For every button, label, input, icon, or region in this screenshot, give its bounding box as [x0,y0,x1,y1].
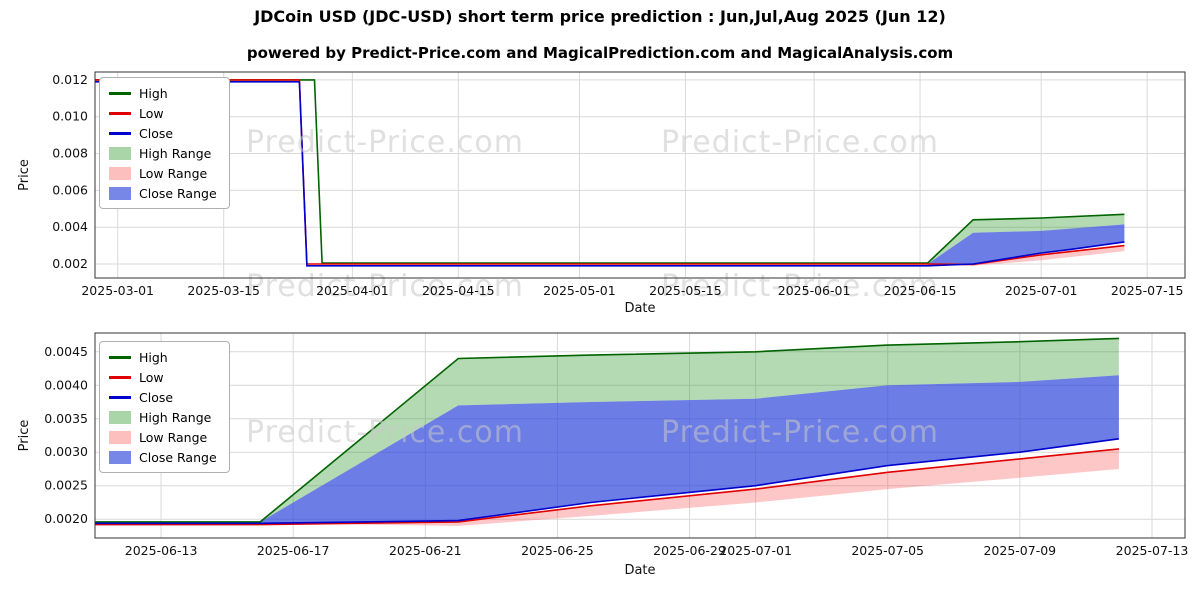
low-line [95,448,1119,526]
x-tick-label: 2025-06-13 [125,543,198,558]
y-tick-label: 0.0045 [44,344,88,359]
figure-title: JDCoin USD (JDC-USD) short term price pr… [254,7,946,26]
x-tick-label: 2025-06-21 [389,543,462,558]
low-range-area [927,244,1125,266]
legend-label: Low [139,369,164,385]
y-axis-label: Price [17,159,32,191]
y-axis-label: Price [17,420,32,452]
bottom-price-chart: Predict-Price.com Predict-Price.com 2025-0… [17,332,1189,578]
legend-label: High [139,349,168,365]
x-axis-label: Date [624,301,655,316]
legend-item-close-range: Close Range [109,449,217,465]
close-range-area [927,224,1125,265]
x-tick-label: 2025-07-01 [719,543,792,558]
top-price-chart: Predict-Price.com Predict-Price.com Predic… [17,71,1186,316]
legend-swatch-close-range [109,186,131,200]
x-tick-label: 2025-04-15 [422,283,495,298]
legend-swatch-high [109,355,131,359]
y-tick-label: 0.004 [52,219,88,234]
close-line [95,438,1120,525]
x-tick-label: 2025-07-15 [1111,283,1184,298]
legend-item-low: Low [109,369,217,385]
x-tick-label: 2025-06-25 [521,543,594,558]
legend-item-close: Close [109,389,217,405]
y-tick-label: 0.010 [52,109,88,124]
y-tick-label: 0.0025 [44,478,88,493]
legend-swatch-low [109,111,131,115]
watermark-text: Predict-Price.com [246,415,524,450]
legend-swatch-close [109,131,131,135]
y-tick-label: 0.0040 [44,377,88,392]
watermark-text: Predict-Price.com [661,125,939,160]
legend-swatch-low [109,375,131,379]
y-tick-label: 0.002 [52,256,88,271]
legend-swatch-low-range [109,430,131,444]
x-tick-label: 2025-06-01 [778,283,851,298]
x-tick-label: 2025-05-01 [543,283,616,298]
legend-item-low: Low [109,105,217,121]
legend-item-close-range: Close Range [109,185,217,201]
legend-swatch-close-range [109,450,131,464]
x-tick-label: 2025-06-29 [653,543,726,558]
x-tick-label: 2025-07-05 [851,543,924,558]
legend-item-high: High [109,349,217,365]
y-tick-label: 0.008 [52,146,88,161]
figure-subtitle: powered by Predict-Price.com and Magical… [246,44,954,62]
legend-label: High Range [139,409,212,425]
legend-swatch-high [109,91,131,95]
top-chart-legend: High Low Close High Range Low Range Close Ran… [99,77,230,209]
y-tick-label: 0.0035 [44,411,88,426]
x-tick-label: 2025-03-15 [187,283,260,298]
legend-label: High Range [139,145,212,161]
high-line [95,79,1125,264]
x-tick-label: 2025-04-01 [316,283,389,298]
x-tick-label: 2025-05-15 [649,283,722,298]
legend-item-low-range: Low Range [109,165,217,181]
bottom-chart-legend: High Low Close High Range Low Range Close Ran… [99,341,230,473]
x-tick-label: 2025-06-17 [257,543,330,558]
low-line [95,79,1125,266]
y-tick-label: 0.006 [52,182,88,197]
legend-swatch-high-range [109,410,131,424]
legend-label: Close Range [139,449,217,465]
legend-label: Close Range [139,185,217,201]
high-range-area [927,214,1125,264]
watermark-text: Predict-Price.com [661,415,939,450]
watermark-text: Predict-Price.com [661,269,939,304]
legend-label: Low Range [139,429,208,445]
legend-item-high: High [109,85,217,101]
x-tick-label: 2025-07-13 [1116,543,1189,558]
close-line [95,81,1125,267]
high-range-area [260,338,1119,522]
legend-label: Low Range [139,165,208,181]
legend-label: High [139,85,168,101]
x-axis-label: Date [624,563,655,578]
x-tick-label: 2025-07-01 [1005,283,1078,298]
close-range-area [260,375,1119,524]
x-tick-label: 2025-07-09 [983,543,1056,558]
high-line [95,337,1119,523]
watermark-text: Predict-Price.com [246,125,524,160]
plot-border [94,71,1186,279]
legend-swatch-high-range [109,146,131,160]
legend-item-high-range: High Range [109,145,217,161]
legend-item-close: Close [109,125,217,141]
x-tick-label: 2025-03-01 [81,283,154,298]
y-tick-label: 0.0020 [44,511,88,526]
watermark-text: Predict-Price.com [246,269,524,304]
y-tick-label: 0.0030 [44,444,88,459]
legend-swatch-low-range [109,166,131,180]
legend-label: Close [139,125,174,141]
plot-border [94,332,1186,539]
x-tick-label: 2025-06-15 [884,283,957,298]
legend-swatch-close [109,395,131,399]
y-tick-label: 0.012 [52,72,88,87]
legend-label: Low [139,105,164,121]
legend-label: Close [139,389,174,405]
legend-item-low-range: Low Range [109,429,217,445]
legend-item-high-range: High Range [109,409,217,425]
